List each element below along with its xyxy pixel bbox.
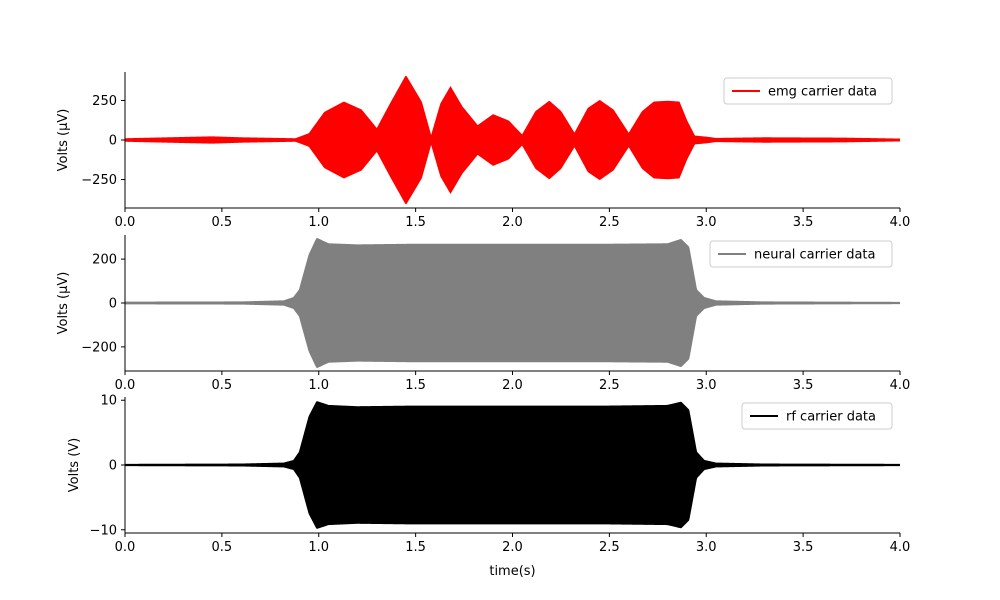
x-tick-label: 0.5 (212, 378, 233, 393)
x-tick-label: 0.5 (212, 540, 233, 555)
y-tick-label: −250 (81, 173, 117, 188)
x-tick-label: 4.0 (890, 215, 911, 230)
x-tick-label: 1.0 (308, 540, 329, 555)
x-tick-label: 2.0 (502, 215, 523, 230)
y-tick-label: 250 (92, 94, 117, 109)
x-tick-label: 2.5 (599, 215, 620, 230)
x-tick-label: 3.5 (793, 378, 814, 393)
x-tick-label: 2.5 (599, 378, 620, 393)
y-tick-label: −10 (90, 523, 117, 538)
x-tick-label: 0.0 (115, 378, 136, 393)
y-tick-label: 0 (109, 134, 117, 149)
legend-label: emg carrier data (768, 85, 877, 100)
x-tick-label: 1.5 (405, 378, 426, 393)
legend-label: rf carrier data (786, 410, 876, 425)
x-axis-label: time(s) (489, 564, 535, 579)
x-tick-label: 4.0 (890, 378, 911, 393)
x-tick-label: 1.0 (308, 378, 329, 393)
y-tick-label: 0 (109, 459, 117, 474)
legend-box (723, 77, 893, 105)
x-tick-label: 0.0 (115, 215, 136, 230)
subplot-2: 0.0 0.5 1.0 1.5 2.0 2.5 3.0 3.5 4.0 −200 0 200 Volts… (56, 235, 910, 393)
x-tick-label: 1.5 (405, 540, 426, 555)
y-tick-label: 200 (92, 253, 117, 268)
x-tick-label: 3.0 (696, 540, 717, 555)
x-tick-label: 2.5 (599, 540, 620, 555)
x-tick-label: 1.5 (405, 215, 426, 230)
y-axis-label: Volts (μV) (56, 109, 71, 172)
y-axis-label: Volts (V) (67, 438, 82, 493)
legend-box (741, 402, 893, 430)
x-tick-label: 3.5 (793, 215, 814, 230)
y-tick-label: 10 (100, 394, 117, 409)
x-tick-label: 3.5 (793, 540, 814, 555)
x-tick-label: 4.0 (890, 540, 911, 555)
legend: neural carrier data (709, 240, 893, 268)
legend: rf carrier data (741, 402, 893, 430)
legend-box (709, 240, 893, 268)
y-axis-label: Volts (μV) (56, 272, 71, 335)
x-tick-label: 3.0 (696, 378, 717, 393)
y-tick-label: 0 (109, 297, 117, 312)
x-tick-label: 3.0 (696, 215, 717, 230)
x-tick-label: 1.0 (308, 215, 329, 230)
subplot-3: 0.0 0.5 1.0 1.5 2.0 2.5 3.0 3.5 4.0 −10 0 10 Volts (… (67, 394, 910, 579)
y-tick-label: −200 (81, 340, 117, 355)
subplot-1: 0.0 0.5 1.0 1.5 2.0 2.5 3.0 3.5 4.0 −250 0 250 Volts… (56, 72, 910, 230)
x-tick-label: 0.5 (212, 215, 233, 230)
legend: emg carrier data (723, 77, 893, 105)
x-tick-label: 2.0 (502, 540, 523, 555)
x-tick-label: 2.0 (502, 378, 523, 393)
legend-label: neural carrier data (754, 248, 875, 263)
x-tick-label: 0.0 (115, 540, 136, 555)
